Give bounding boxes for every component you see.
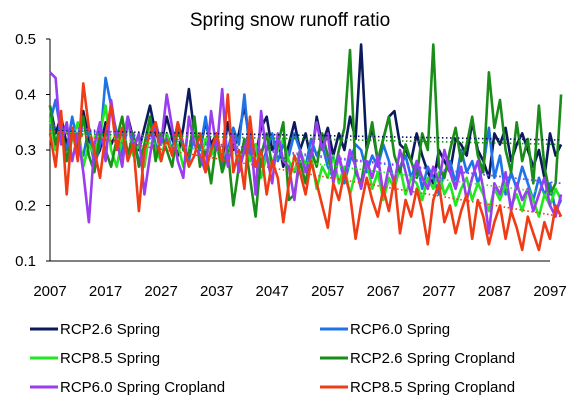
trend-line-3: [49, 129, 562, 196]
trend-lines: [49, 124, 562, 218]
y-tick-label: 0.5: [15, 31, 36, 48]
legend-label: RCP8.5 Spring: [60, 350, 160, 367]
trend-line-1: [49, 129, 562, 141]
y-tick-label: 0.3: [15, 142, 36, 159]
x-tick-label: 2007: [33, 283, 66, 300]
x-tick-label: 2077: [422, 283, 455, 300]
x-tick-label: 2057: [311, 283, 344, 300]
legend-label: RCP2.6 Spring: [60, 321, 160, 338]
x-tick-label: 2067: [367, 283, 400, 300]
legend-label: RCP6.0 Spring: [350, 321, 450, 338]
chart-title: Spring snow runoff ratio: [190, 10, 390, 31]
y-tick-label: 0.4: [15, 87, 36, 104]
y-tick-label: 0.2: [15, 198, 36, 215]
x-tick-label: 2017: [89, 283, 122, 300]
x-tick-label: 2047: [256, 283, 289, 300]
x-tick-label: 2037: [200, 283, 233, 300]
trend-line-4: [49, 132, 562, 146]
trend-line-5: [49, 124, 562, 185]
x-axis: 2007 2017 2027 2037 2047 2057 2067 2077 2087 2097: [33, 260, 567, 300]
y-axis: 0.1 0.2 0.3 0.4 0.5: [15, 31, 51, 270]
x-tick-label: 2027: [144, 283, 177, 300]
x-tick-label: 2087: [478, 283, 511, 300]
legend-label: RCP6.0 Spring Cropland: [60, 379, 225, 396]
legend-label: RCP8.5 Spring Cropland: [350, 379, 515, 396]
series-line-5: [49, 71, 563, 235]
legend: RCP2.6 Spring RCP6.0 Spring RCP8.5 Spring R…: [30, 321, 515, 396]
legend-label: RCP2.6 Spring Cropland: [350, 350, 515, 367]
y-tick-label: 0.1: [15, 253, 36, 270]
x-tick-label: 2097: [533, 283, 566, 300]
series-line-6: [48, 82, 563, 252]
series-lines: [48, 43, 563, 252]
